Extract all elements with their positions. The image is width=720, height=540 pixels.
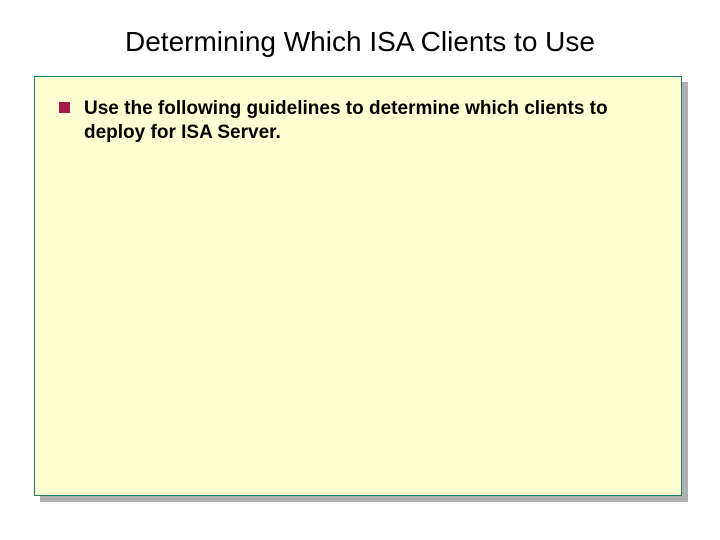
bullet-text: Use the following guidelines to determin… [84,97,657,145]
slide-title: Determining Which ISA Clients to Use [0,26,720,58]
bullet-item: Use the following guidelines to determin… [59,97,657,145]
square-bullet-icon [59,102,70,113]
content-box: Use the following guidelines to determin… [34,76,682,496]
